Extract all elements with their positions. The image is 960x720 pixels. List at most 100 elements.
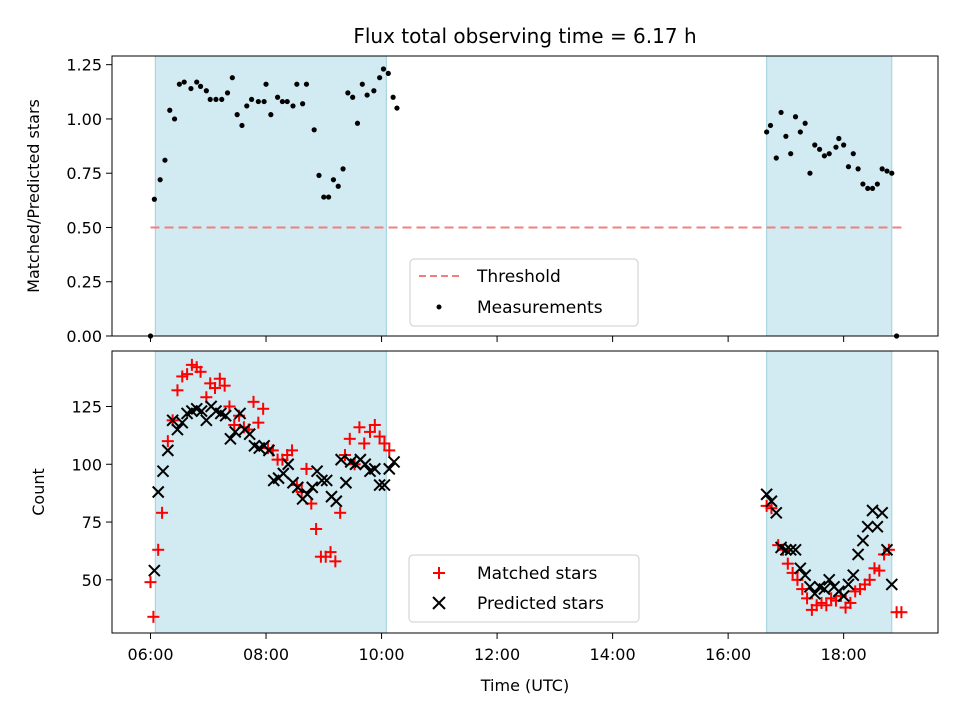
- ratio-y-tick-label: 1.00: [66, 110, 102, 129]
- predicted-star-point: [765, 495, 778, 508]
- predicted-star-point: [200, 414, 213, 427]
- measurement-point: [767, 122, 774, 129]
- count-x-tick-label: 08:00: [243, 645, 289, 664]
- predicted-star-point: [161, 444, 175, 457]
- predicted-star-point: [789, 543, 802, 556]
- matched-star-point: [252, 416, 265, 429]
- predicted-star-point: [794, 562, 807, 575]
- count-legend: Matched stars Predicted stars: [408, 554, 640, 623]
- predicted-star-point: [148, 564, 161, 577]
- ratio-panel: 0.00 0.25 0.50 0.75 1.00 1.25 Flux total obse…: [24, 24, 939, 346]
- measurement-point: [162, 157, 168, 163]
- measurement-point: [197, 83, 204, 89]
- predicted-star-point: [330, 495, 343, 508]
- predicted-star-point: [306, 481, 319, 494]
- ratio-y-tick-label: 0.25: [66, 273, 102, 292]
- predicted-star-point: [219, 409, 232, 422]
- measurement-point: [345, 90, 351, 96]
- matched-star-point: [781, 557, 794, 570]
- predicted-star-point: [166, 414, 179, 427]
- matched-star-point: [383, 444, 396, 457]
- measurement-point: [340, 166, 346, 172]
- predicted-star-point: [842, 578, 855, 591]
- measurement-point: [176, 81, 182, 87]
- predicted-star-point: [880, 543, 894, 556]
- matched-star-point: [358, 437, 371, 450]
- matched-star-point: [873, 564, 886, 577]
- matched-star-point: [156, 506, 169, 519]
- predicted-star-point: [176, 416, 189, 429]
- predicted-star-point: [156, 464, 170, 478]
- measurement-point: [364, 92, 370, 98]
- measurement-point: [290, 103, 296, 109]
- count-plot-frame: [111, 350, 939, 634]
- measurement-point: [812, 142, 818, 148]
- measurement-point: [860, 181, 866, 187]
- count-x-tick-label: 10:00: [359, 645, 405, 664]
- matched-star-points: [144, 358, 908, 623]
- matched-star-point: [228, 418, 241, 431]
- measurement-point: [213, 96, 219, 103]
- measurement-point: [874, 181, 880, 187]
- measurement-point: [377, 75, 383, 81]
- count-x-tick-label: 16:00: [705, 645, 751, 664]
- predicted-star-points: [148, 400, 898, 603]
- predicted-star-point: [847, 569, 860, 582]
- observing-windows: [154, 350, 893, 634]
- measurement-point: [783, 133, 789, 139]
- measurement-point: [224, 90, 231, 96]
- measurement-point: [261, 98, 267, 105]
- predicted-star-point: [770, 506, 783, 520]
- measurement-point: [255, 98, 261, 105]
- measurement-point: [316, 172, 322, 178]
- count-legend-box: [408, 554, 640, 623]
- measurement-point: [203, 88, 209, 94]
- matched-star-point: [300, 462, 313, 475]
- measurement-point: [350, 94, 356, 100]
- count-y-tick-label: 50: [82, 571, 102, 590]
- measurement-point: [188, 85, 194, 92]
- count-panel: 50 75 100 125 06:00 08:00 10:00 12:00 14:00 16:0…: [29, 350, 939, 695]
- predicted-star-point: [373, 478, 386, 492]
- predicted-star-point: [368, 462, 382, 476]
- x-axis-label: Time (UTC): [480, 676, 569, 695]
- measurement-point: [335, 183, 341, 189]
- measurement-point: [390, 94, 396, 100]
- predicted-star-point: [885, 578, 898, 591]
- measurement-point: [879, 166, 885, 172]
- measurement-point: [300, 101, 306, 107]
- predicted-star-point: [277, 467, 290, 480]
- predicted-star-point: [851, 548, 865, 561]
- measurement-point: [380, 66, 387, 72]
- ratio-y-tick-label: 0.50: [66, 218, 102, 237]
- matched-star-point: [863, 573, 876, 586]
- observing-window: [154, 55, 387, 337]
- count-y-ticks: 50 75 100 125: [71, 397, 112, 590]
- observing-window: [766, 55, 893, 337]
- matched-star-point: [329, 555, 342, 568]
- predicted-star-point: [262, 444, 276, 457]
- measurement-point: [394, 105, 400, 111]
- matched-star-point: [353, 421, 366, 434]
- predicted-star-point: [243, 428, 256, 441]
- matched-star-point: [257, 402, 270, 415]
- measurement-point: [284, 98, 290, 105]
- predicted-star-point: [233, 407, 247, 420]
- measurement-point: [263, 81, 269, 87]
- predicted-star-point: [171, 423, 184, 436]
- measurement-point: [833, 144, 839, 150]
- count-y-axis-label: Count: [29, 468, 48, 516]
- matched-star-point: [334, 506, 347, 519]
- predicted-star-point: [301, 488, 314, 501]
- measurement-point: [884, 168, 890, 174]
- measurement-point: [268, 112, 274, 118]
- measurement-point: [371, 88, 377, 94]
- predicted-star-point: [875, 506, 889, 520]
- measurement-point: [330, 177, 337, 183]
- measurement-point: [865, 185, 871, 192]
- matched-star-point: [882, 543, 895, 556]
- measurement-point: [279, 98, 285, 105]
- matched-star-point: [844, 596, 857, 609]
- predicted-star-point: [818, 582, 831, 596]
- predicted-star-point: [871, 520, 884, 533]
